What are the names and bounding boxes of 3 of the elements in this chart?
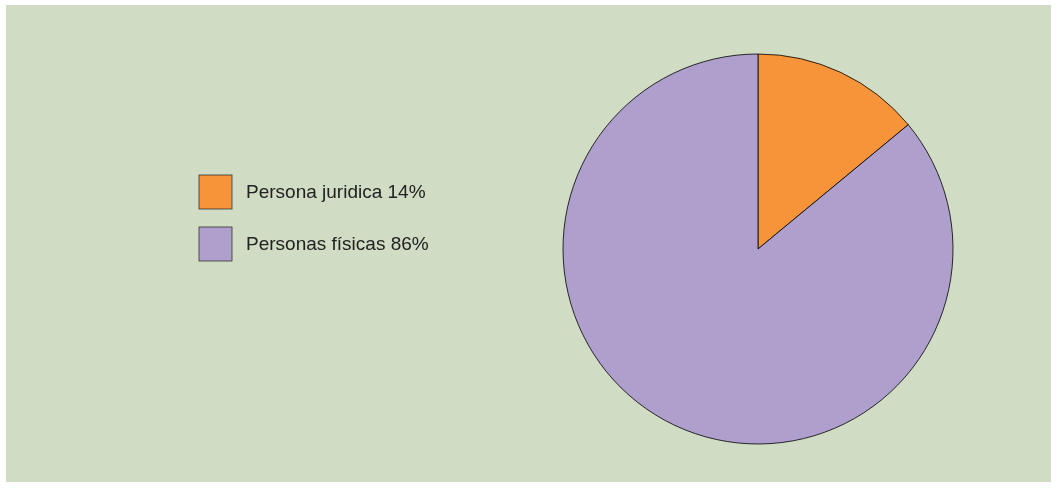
legend-label: Personas físicas 86% [246, 233, 429, 254]
legend-label: Persona juridica 14% [246, 181, 426, 202]
pie-slice [562, 53, 954, 445]
